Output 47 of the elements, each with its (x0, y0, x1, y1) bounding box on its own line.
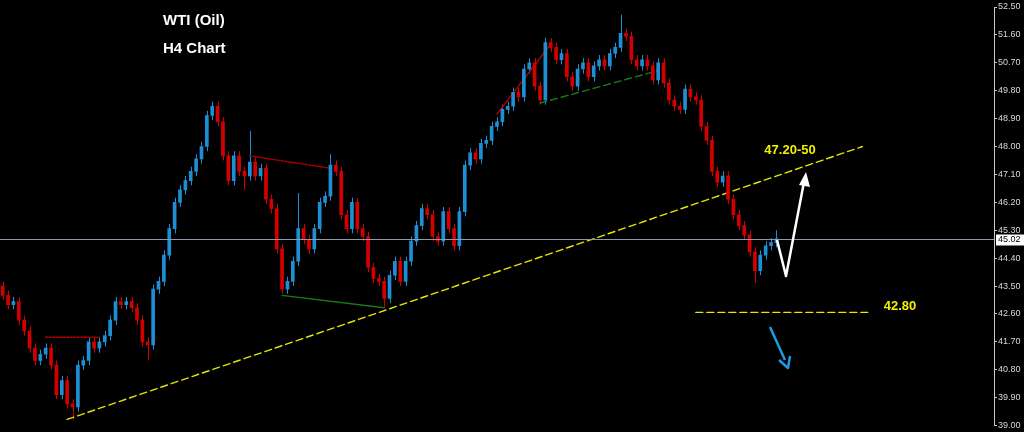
candlestick (538, 80, 542, 106)
y-tick-label: 41.70 (998, 336, 1021, 347)
y-tick-label: 39.90 (998, 392, 1021, 403)
y-tick-label: 50.70 (998, 57, 1021, 68)
candlestick (398, 256, 403, 287)
y-tick-label: 48.00 (998, 141, 1021, 152)
y-tick-label: 48.90 (998, 113, 1021, 124)
y-tick-label: 46.20 (998, 196, 1021, 207)
candlestick (307, 234, 311, 255)
candlestick (726, 170, 730, 205)
candlestick (452, 223, 456, 251)
candlestick (237, 150, 241, 177)
y-tick-label: 40.80 (998, 364, 1021, 375)
candlestick (33, 342, 37, 366)
candlestick (253, 156, 258, 182)
candlestick (758, 249, 763, 276)
y-tick-label: 47.10 (998, 168, 1021, 179)
y-tick-label: 42.60 (998, 308, 1021, 319)
y-tick-label: 39.00 (998, 420, 1021, 431)
candlestick (393, 256, 397, 281)
y-tick-label: 45.30 (998, 224, 1021, 235)
candlestick (656, 57, 661, 86)
candlestick (178, 184, 182, 208)
candlestick (248, 130, 252, 182)
candlestick (650, 60, 655, 86)
annotation: 47.20-50 (764, 141, 816, 157)
candlestick (683, 84, 687, 115)
candlestick (667, 77, 671, 106)
y-tick-label: 51.60 (998, 29, 1021, 40)
candlestick (65, 375, 69, 410)
candlestick (49, 342, 53, 371)
ref-line-label: 45.02 (998, 234, 1021, 245)
candlestick (312, 223, 317, 255)
candlestick (591, 60, 596, 82)
candlestick (468, 147, 472, 171)
candlestick (409, 235, 413, 267)
annotation: 42.80 (883, 297, 917, 313)
candlestick (419, 203, 424, 231)
y-tick-label: 52.50 (998, 1, 1021, 12)
text: H4 Chart (163, 39, 226, 56)
y-tick-label: 44.40 (998, 252, 1021, 263)
y-tick-label: 43.50 (998, 280, 1021, 291)
candlestick (59, 375, 64, 400)
y-tick-label: 49.80 (998, 85, 1021, 96)
candlestick (135, 302, 139, 326)
chart-title: WTI (Oil) (163, 11, 225, 28)
candlestick (753, 246, 757, 284)
